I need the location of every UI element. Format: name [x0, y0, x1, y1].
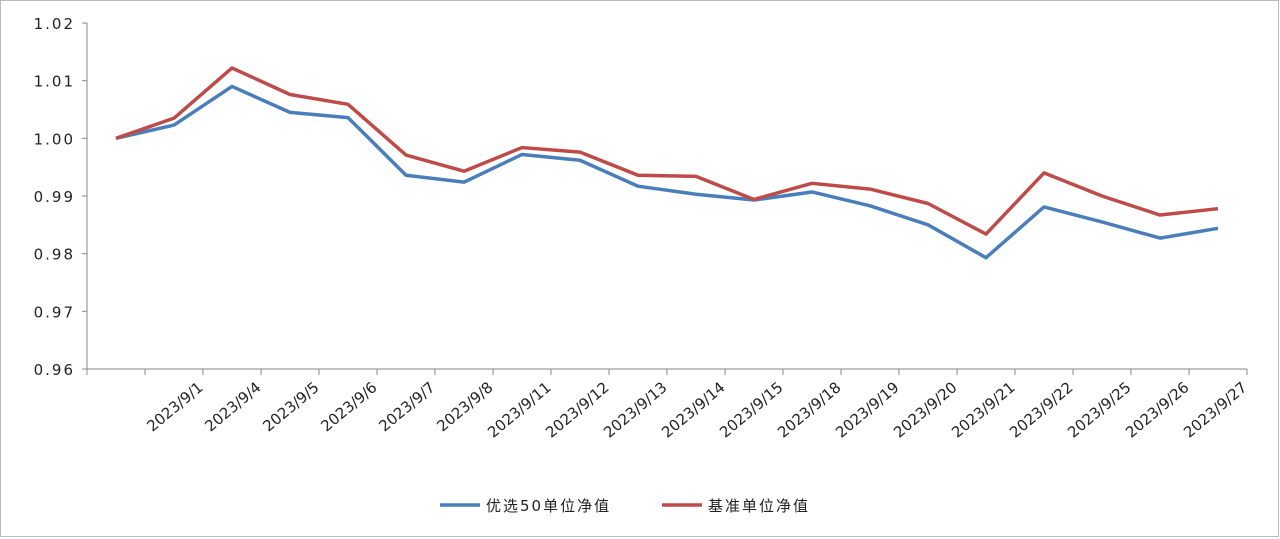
y-tick-label: 0.96 [34, 361, 75, 379]
legend-label: 优选50单位净值 [486, 497, 611, 515]
y-tick-label: 0.97 [34, 303, 75, 321]
y-tick-label: 1.02 [34, 15, 75, 33]
series-line [115, 66, 1219, 236]
series-line [115, 84, 1219, 260]
legend-label: 基准单位净值 [708, 497, 810, 515]
y-tick-label: 0.99 [34, 188, 75, 206]
y-tick-label: 1.00 [34, 130, 75, 148]
y-tick-label: 0.98 [34, 246, 75, 264]
y-tick-label: 1.01 [34, 73, 75, 91]
